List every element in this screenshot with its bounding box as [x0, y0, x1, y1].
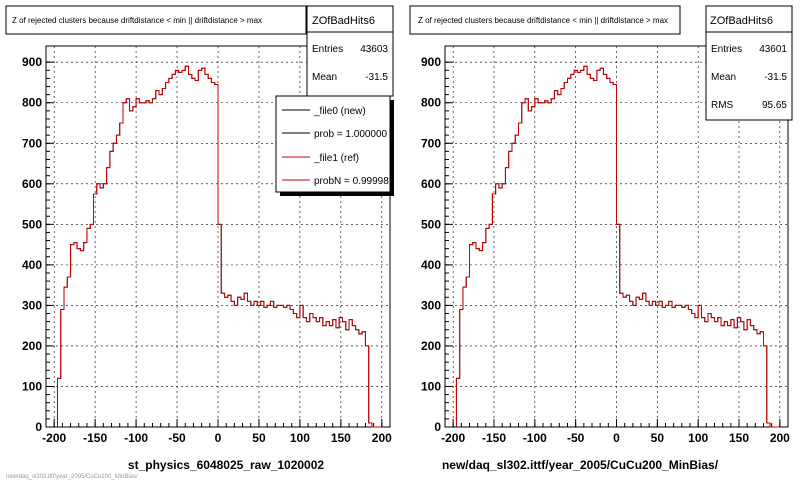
chart-panel-left: Z of rejected clusters because driftdist…	[5, 5, 394, 472]
x-tick-label: 0	[613, 431, 620, 445]
panel-title: Z of rejected clusters because driftdist…	[418, 16, 668, 25]
y-tick-label: 900	[22, 55, 42, 69]
y-tick-label: 500	[22, 217, 42, 231]
x-axis-title: st_physics_6048025_raw_1020002	[128, 458, 324, 472]
stats-box: ZOfBadHits6 Entries 43603 Mean -31.5	[306, 5, 394, 97]
stats-frame	[705, 5, 793, 121]
panel-title: Z of rejected clusters because driftdist…	[12, 16, 262, 25]
x-tick-label: -200	[42, 431, 66, 445]
stats-mean-value: -31.5	[365, 72, 388, 83]
y-tick-label: 0	[35, 420, 42, 434]
x-tick-label: -150	[482, 431, 506, 445]
legend-label-ref: _file1 (ref)	[313, 153, 359, 164]
x-tick-label: 150	[729, 431, 749, 445]
x-tick-label: -150	[83, 431, 107, 445]
y-tick-label: 100	[22, 379, 42, 393]
stats-mean-label: Mean	[711, 72, 736, 83]
x-tick-label: 0	[215, 431, 222, 445]
stats-entries-value: 43601	[759, 44, 787, 55]
x-tick-label: -50	[567, 431, 585, 445]
histogram-series-ref	[56, 65, 382, 428]
legend: _file0 (new) prob = 1.000000 _file1 (ref…	[275, 95, 394, 196]
x-tick-label: 100	[290, 431, 310, 445]
y-tick-label: 400	[22, 258, 42, 272]
y-tick-label: 800	[22, 96, 42, 110]
y-tick-label: 600	[22, 177, 42, 191]
stats-entries-value: 43603	[360, 44, 388, 55]
y-tick-label: 100	[421, 379, 441, 393]
legend-label-prob: prob = 1.000000	[314, 129, 388, 140]
y-tick-label: 300	[421, 298, 441, 312]
x-tick-label: 200	[372, 431, 392, 445]
y-tick-label: 700	[421, 136, 441, 150]
y-tick-label: 200	[421, 339, 441, 353]
x-tick-label: 200	[770, 431, 790, 445]
y-tick-label: 900	[421, 55, 441, 69]
stats-name: ZOfBadHits6	[312, 15, 375, 27]
stats-box: ZOfBadHits6 Entries 43601 Mean -31.5 RMS…	[705, 5, 793, 121]
chart-panel-right: Z of rejected clusters because driftdist…	[409, 5, 793, 472]
footer-text: new/daq_sl302.ittf/year_2005/CuCu200_Min…	[6, 474, 138, 480]
stats-name: ZOfBadHits6	[710, 15, 773, 27]
stats-frame	[306, 5, 394, 97]
histogram	[455, 65, 780, 428]
y-tick-label: 800	[421, 96, 441, 110]
y-tick-label: 600	[421, 177, 441, 191]
y-tick-label: 300	[22, 298, 42, 312]
y-tick-label: 200	[22, 339, 42, 353]
axis-ticks: -200 -150 -100 -50 0 50 100 150 200 0 100 200 300 400…	[421, 55, 790, 445]
stats-rms-value: 95.65	[762, 100, 787, 111]
x-tick-label: 50	[252, 431, 266, 445]
x-axis-title: new/daq_sl302.ittf/year_2005/CuCu200_Min…	[442, 458, 719, 472]
stats-rms-label: RMS	[711, 100, 734, 111]
stats-mean-label: Mean	[312, 72, 337, 83]
axis-ticks: -200 -150 -100 -50 0 50 100 150 200 0 100 200 300 400…	[22, 55, 392, 445]
x-tick-label: 50	[651, 431, 665, 445]
x-tick-label: 150	[331, 431, 351, 445]
x-tick-label: 100	[688, 431, 708, 445]
stats-entries-label: Entries	[711, 44, 742, 55]
histogram-series-ref	[455, 65, 780, 428]
title-box	[409, 5, 681, 35]
y-tick-label: 0	[434, 420, 441, 434]
x-tick-label: -200	[441, 431, 465, 445]
legend-label-probn: probN = 0.99998	[314, 176, 389, 187]
legend-label-new: _file0 (new)	[313, 106, 366, 117]
y-tick-label: 400	[421, 258, 441, 272]
x-tick-label: -100	[523, 431, 547, 445]
legend-frame	[275, 95, 391, 193]
y-tick-label: 700	[22, 136, 42, 150]
y-tick-label: 500	[421, 217, 441, 231]
stats-entries-label: Entries	[312, 44, 343, 55]
x-tick-label: -50	[168, 431, 186, 445]
title-box	[5, 5, 307, 35]
x-tick-label: -100	[124, 431, 148, 445]
histogram	[56, 65, 382, 428]
stats-mean-value: -31.5	[764, 72, 787, 83]
